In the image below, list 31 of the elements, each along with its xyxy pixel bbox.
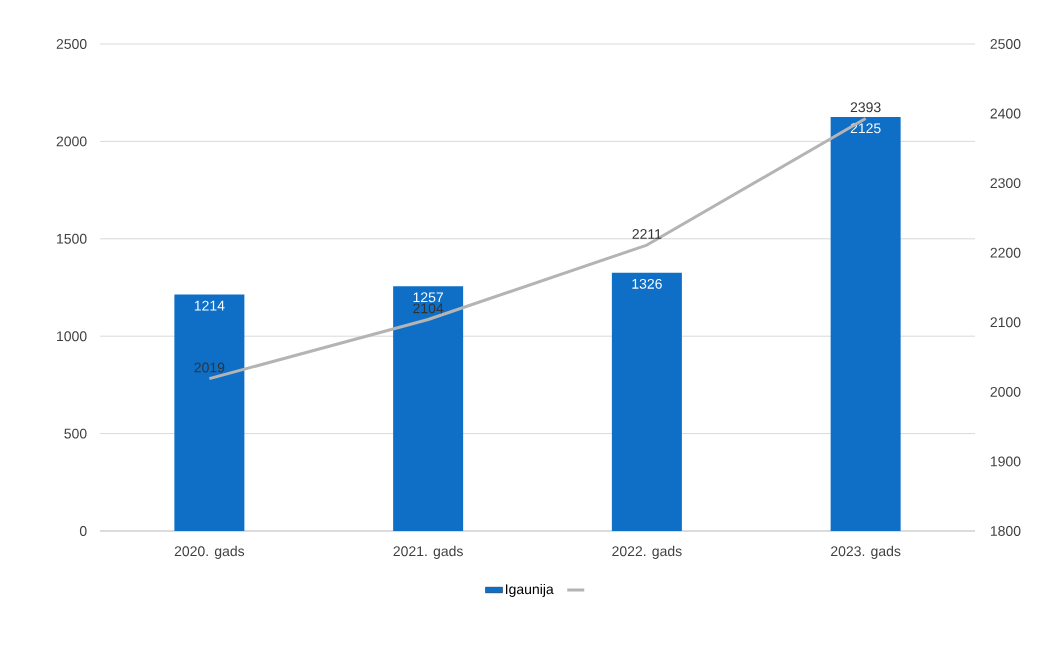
y-tick-label: 2500 [56,39,87,49]
y2-tick-label: 2200 [990,247,1021,258]
data-label: 2393 [850,102,881,113]
y-tick-label: 1000 [57,331,87,342]
x-tick-label: 2022. gads [612,545,682,559]
data-label: 1214 [194,300,225,311]
y-tick-label: 2000 [56,136,87,147]
y2-tick-label: 1900 [990,456,1021,467]
data-label: 2125 [850,123,881,134]
y-tick-label: 1500 [57,233,87,244]
bar [611,272,682,531]
data-label: 1326 [632,278,662,289]
y-tick-label: 0 [79,526,87,536]
y2-tick-label: 2300 [990,178,1021,189]
bar [393,286,464,531]
y2-tick-label: 1800 [990,526,1021,536]
data-label: 2019 [194,362,225,373]
data-label: 2211 [632,229,662,239]
x-tick-label: 2020. gads [174,545,245,559]
data-label: 1257 [413,292,443,303]
x-tick-label: 2023. gads [831,545,901,559]
x-tick-label: 2021. gads [393,545,463,559]
y2-tick-label: 2100 [990,317,1021,328]
y2-tick-label: 2500 [990,39,1021,49]
legend-label: Igaunija [505,583,554,597]
y2-tick-label: 2400 [990,108,1021,119]
y-tick-label: 500 [64,428,87,439]
bar [174,294,245,531]
y2-tick-label: 2000 [990,386,1021,397]
data-label: 2104 [413,303,444,314]
bar [830,117,901,531]
